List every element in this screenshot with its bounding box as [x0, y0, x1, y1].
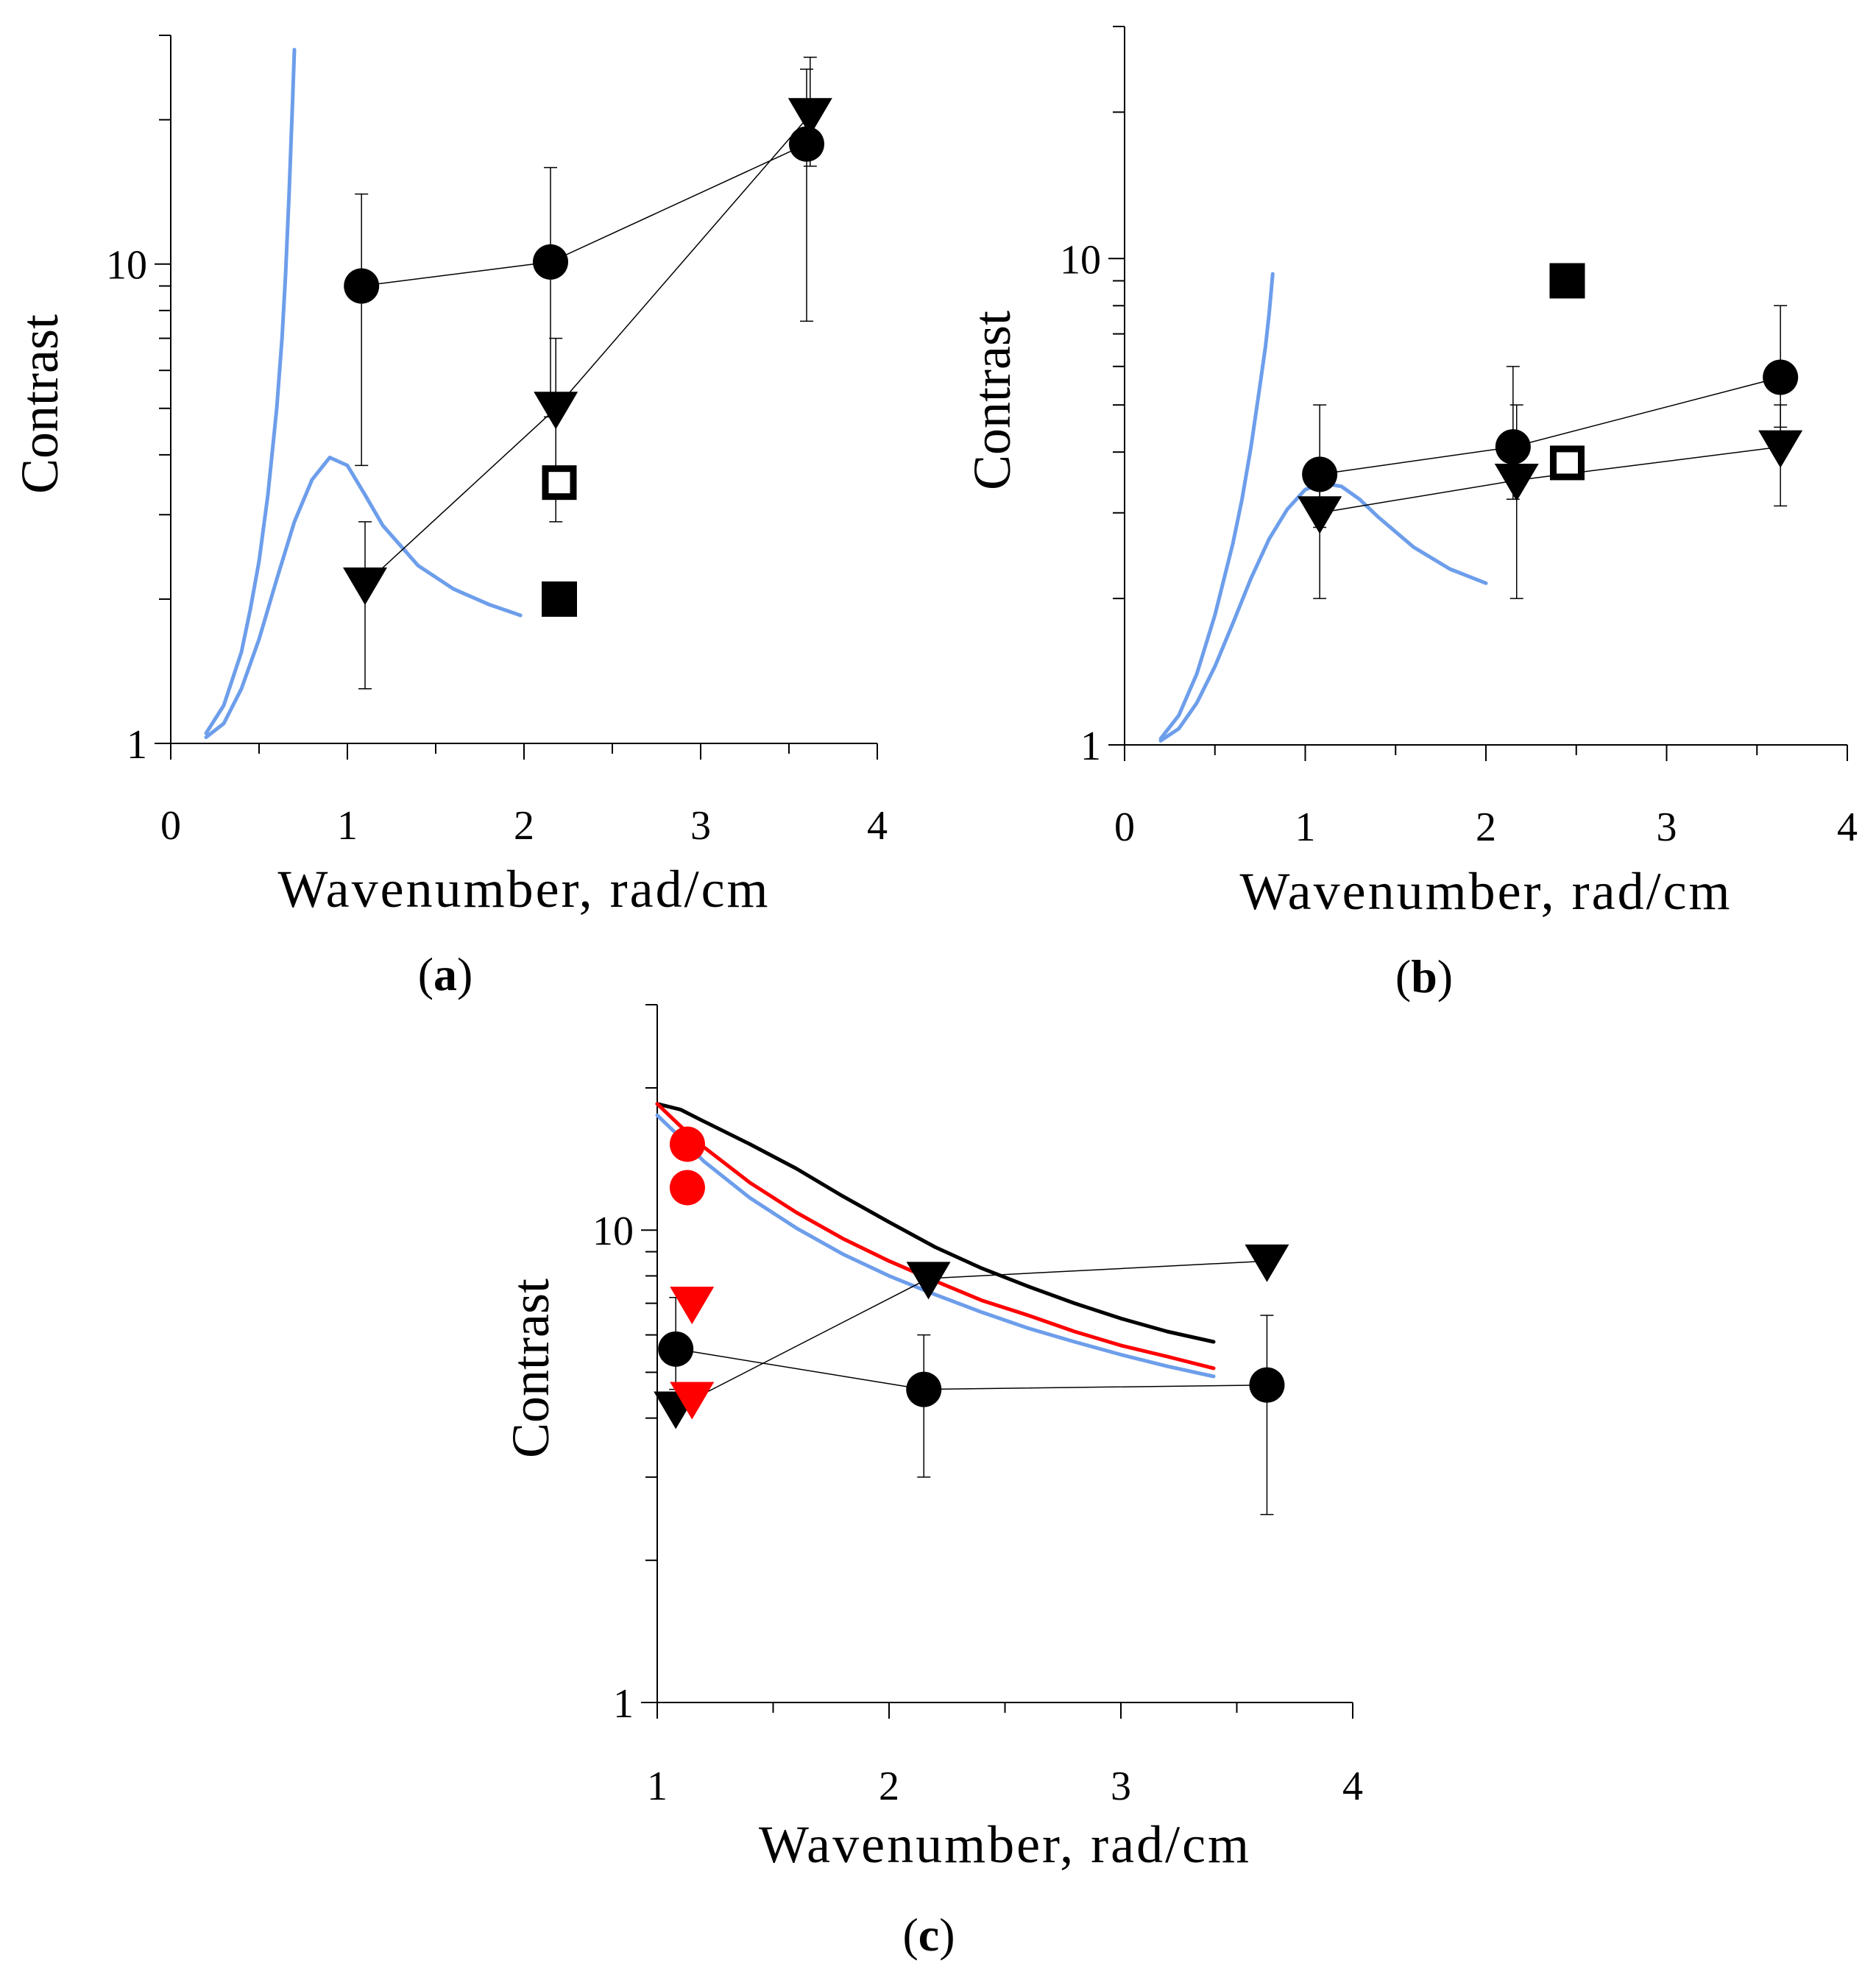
y-axis-title: Contrast [963, 311, 1022, 490]
circles-point [533, 244, 568, 280]
circles-point [1302, 456, 1338, 492]
circles-point [1249, 1367, 1285, 1403]
x-tick-label: 2 [514, 803, 534, 849]
triangles-point [1298, 496, 1342, 534]
y-axis-title: Contrast [501, 1279, 560, 1458]
panel-label: (a) [418, 948, 473, 1000]
triangles-point [1494, 464, 1539, 502]
triangles-point [343, 567, 387, 605]
y-ticks: 1 10 [1060, 26, 1125, 769]
x-ticks: 1 2 3 4 [647, 1702, 1363, 1809]
blue-hump-curve [204, 456, 523, 740]
x-ticks: 0 1 2 3 4 [1114, 745, 1858, 850]
error-bar [355, 193, 369, 467]
open-square-point [542, 465, 577, 501]
x-tick-label: 0 [160, 803, 181, 849]
filled-square-point [542, 581, 577, 617]
x-tick-label: 3 [1657, 805, 1677, 850]
triangles-point [534, 392, 578, 430]
x-tick-label: 2 [879, 1764, 899, 1809]
triangles-point [1758, 430, 1803, 468]
black-curve [655, 1102, 1216, 1344]
circles-point [1495, 429, 1531, 465]
y-ticks: 1 10 [106, 35, 171, 768]
triangles-connector [364, 114, 811, 585]
y-tick-label: 1 [1080, 724, 1101, 769]
x-axis-title: Wavenumber, rad/cm [1239, 862, 1732, 921]
error-bar [1313, 473, 1327, 599]
y-ticks: 1 10 [592, 1004, 657, 1727]
x-axis-title: Wavenumber, rad/cm [759, 1815, 1251, 1874]
blue-curve [655, 1113, 1216, 1379]
circles-point [906, 1371, 942, 1407]
red-triangles-point [670, 1287, 715, 1325]
red-curve [655, 1102, 1216, 1371]
circles-point [789, 126, 824, 162]
error-bar [544, 166, 557, 418]
x-tick-label: 4 [1342, 1764, 1363, 1809]
x-tick-label: 2 [1476, 805, 1496, 850]
circles-point [344, 268, 380, 304]
filled-square-point [1549, 263, 1585, 299]
x-ticks: 0 1 2 3 4 [160, 743, 888, 849]
x-tick-label: 4 [867, 803, 888, 849]
x-axis-title: Wavenumber, rad/cm [277, 860, 770, 919]
x-tick-label: 1 [337, 803, 358, 849]
red-circles-point [669, 1126, 705, 1162]
triangles-point [1245, 1244, 1289, 1282]
triangles-point [787, 98, 832, 136]
red-circles-point [669, 1170, 705, 1206]
x-tick-label: 0 [1114, 805, 1135, 850]
triangles-point [906, 1262, 951, 1300]
red-triangles-point [670, 1382, 715, 1420]
blue-rising-curve [1158, 272, 1275, 740]
panel-label: (c) [902, 1909, 955, 1961]
y-tick-label: 1 [613, 1681, 634, 1727]
circles-connector [361, 143, 807, 287]
panel-label: (b) [1395, 950, 1453, 1003]
open-square-point [1549, 445, 1585, 481]
x-tick-label: 1 [647, 1764, 668, 1809]
error-bar [1260, 1315, 1274, 1516]
panel-c: 1 2 3 4 1 10 Wavenumber, rad/cm Contrast (c) [501, 1004, 1363, 1961]
circles-point [1763, 359, 1799, 395]
x-tick-label: 4 [1837, 805, 1858, 850]
blue-hump-curve [1158, 481, 1488, 743]
y-tick-label: 10 [106, 243, 147, 289]
x-tick-label: 3 [1111, 1764, 1131, 1809]
x-tick-label: 3 [690, 803, 711, 849]
y-tick-label: 10 [1060, 237, 1101, 283]
y-tick-label: 10 [592, 1209, 634, 1254]
blue-rising-curve [204, 48, 297, 735]
x-tick-label: 1 [1295, 805, 1316, 850]
y-tick-label: 1 [127, 722, 147, 768]
circles-point [658, 1331, 694, 1367]
y-axis-title: Contrast [10, 314, 69, 494]
error-bar [358, 521, 372, 690]
